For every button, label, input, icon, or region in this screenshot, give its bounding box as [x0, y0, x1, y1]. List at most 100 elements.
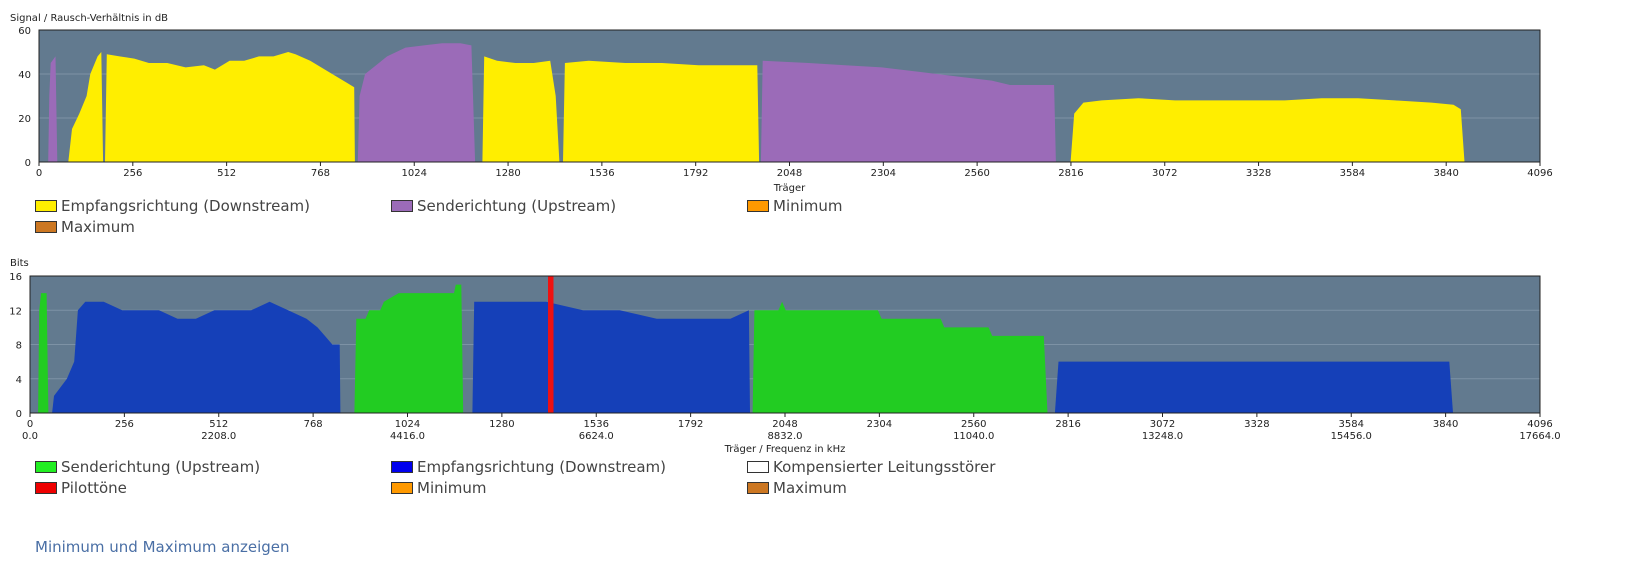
- series-0-area-0: [48, 56, 58, 162]
- bits-legend-downstream[interactable]: Empfangsrichtung (Downstream): [391, 457, 666, 477]
- series-2-area-0: [548, 276, 554, 413]
- legend-swatch-icon: [747, 200, 769, 212]
- x-tick-khz-label: 2208.0: [201, 431, 236, 442]
- legend-swatch-icon: [35, 221, 57, 233]
- snr-legend-downstream[interactable]: Empfangsrichtung (Downstream): [35, 196, 310, 216]
- x-tick-label: 1536: [589, 168, 614, 179]
- x-tick-khz-label: 15456.0: [1331, 431, 1372, 442]
- bits-legend-pilot[interactable]: Pilottöne: [35, 478, 127, 498]
- x-tick-label: 512: [217, 168, 236, 179]
- x-tick-label: 2304: [871, 168, 896, 179]
- y-tick-label: 0: [16, 409, 22, 420]
- series-0-area-1: [354, 284, 464, 413]
- legend-label: Minimum: [773, 197, 843, 215]
- y-tick-label: 16: [9, 272, 22, 283]
- bits-chart-svg: 0 256 512 768 1024 1280 1536 1792 2048 2304 2560 28…: [9, 258, 1560, 455]
- x-tick-khz-label: 0.0: [22, 431, 38, 442]
- bits-legend-upstream[interactable]: Senderichtung (Upstream): [35, 457, 260, 477]
- legend-label: Minimum: [417, 479, 487, 497]
- bits-legend-minimum[interactable]: Minimum: [391, 478, 487, 498]
- series-1-area-2: [1054, 361, 1453, 413]
- y-tick-label: 20: [18, 114, 31, 125]
- legend-label: Senderichtung (Upstream): [61, 458, 261, 476]
- x-tick-label: 1792: [683, 168, 708, 179]
- legend-swatch-icon: [35, 200, 57, 212]
- y-tick-label: 40: [18, 70, 31, 81]
- legend-label: Maximum: [773, 479, 847, 497]
- series-1-area-0: [68, 52, 104, 162]
- x-tick-label: 256: [123, 168, 142, 179]
- x-tick-label: 768: [311, 168, 330, 179]
- legend-swatch-icon: [747, 461, 769, 473]
- x-tick-khz-label: 6624.0: [579, 431, 614, 442]
- y-axis-label: Signal / Rausch-Verhältnis in dB: [10, 13, 168, 24]
- legend-label: Maximum: [61, 218, 135, 236]
- series-1-area-0: [52, 301, 341, 413]
- x-tick-label: 3840: [1433, 419, 1458, 430]
- series-1-area-2: [482, 56, 560, 162]
- series-1-area-3: [563, 60, 760, 162]
- series-1-area-4: [1070, 98, 1465, 162]
- legend-label: Empfangsrichtung (Downstream): [417, 458, 666, 476]
- x-tick-label: 256: [115, 419, 134, 430]
- x-tick-label: 3072: [1152, 168, 1177, 179]
- x-axis-label: Träger: [773, 183, 806, 194]
- x-tick-khz-label: 4416.0: [390, 431, 425, 442]
- legend-swatch-icon: [747, 482, 769, 494]
- x-tick-label: 3328: [1244, 419, 1269, 430]
- series-0-area-0: [38, 293, 49, 413]
- y-tick-label: 60: [18, 26, 31, 37]
- bits-chart: 0 256 512 768 1024 1280 1536 1792 2048 2304 2560 28…: [0, 250, 1636, 460]
- x-tick-label: 3584: [1340, 168, 1365, 179]
- legend-swatch-icon: [391, 200, 413, 212]
- legend-label: Empfangsrichtung (Downstream): [61, 197, 310, 215]
- x-tick-label: 1024: [402, 168, 427, 179]
- bits-legend-maximum[interactable]: Maximum: [747, 478, 847, 498]
- x-tick-label: 1024: [395, 419, 420, 430]
- legend-swatch-icon: [35, 461, 57, 473]
- show-min-max-link[interactable]: Minimum und Maximum anzeigen: [35, 538, 290, 556]
- x-tick-label: 3328: [1246, 168, 1271, 179]
- y-tick-label: 8: [16, 341, 22, 352]
- x-tick-label: 2560: [964, 168, 989, 179]
- series-1-area-1: [105, 52, 355, 162]
- legend-label: Pilottöne: [61, 479, 127, 497]
- x-tick-label: 0: [36, 168, 42, 179]
- x-tick-label: 2304: [867, 419, 892, 430]
- x-tick-label: 2816: [1058, 168, 1083, 179]
- x-tick-label: 2816: [1055, 419, 1080, 430]
- x-tick-khz-label: 11040.0: [953, 431, 994, 442]
- x-tick-label: 3840: [1433, 168, 1458, 179]
- legend-swatch-icon: [391, 461, 413, 473]
- series-0-area-1: [357, 43, 476, 163]
- legend-swatch-icon: [35, 482, 57, 494]
- x-tick-label: 3072: [1150, 419, 1175, 430]
- legend-label: Senderichtung (Upstream): [417, 197, 617, 215]
- x-tick-label: 2560: [961, 419, 986, 430]
- y-axis-label: Bits: [10, 258, 29, 269]
- legend-label: Kompensierter Leitungsstörer: [773, 458, 996, 476]
- legend-swatch-icon: [391, 482, 413, 494]
- bits-legend-compensated[interactable]: Kompensierter Leitungsstörer: [747, 457, 995, 477]
- x-tick-khz-label: 8832.0: [768, 431, 803, 442]
- x-tick-label: 2048: [772, 419, 797, 430]
- y-tick-label: 0: [25, 158, 31, 169]
- x-tick-label: 1280: [495, 168, 520, 179]
- x-tick-label: 4096: [1527, 419, 1552, 430]
- snr-legend-upstream[interactable]: Senderichtung (Upstream): [391, 196, 616, 216]
- x-tick-label: 1536: [584, 419, 609, 430]
- snr-chart-svg: 0 256 512 768 1024 1280 1536 1792 2048 2304 2560 28…: [10, 13, 1553, 194]
- series-0-area-2: [760, 60, 1056, 162]
- snr-legend-maximum[interactable]: Maximum: [35, 217, 135, 237]
- snr-legend-minimum[interactable]: Minimum: [747, 196, 843, 216]
- series-1-area-1: [472, 301, 750, 413]
- y-tick-label: 12: [9, 306, 22, 317]
- x-tick-label: 1792: [678, 419, 703, 430]
- y-tick-label: 4: [16, 375, 22, 386]
- x-axis-label: Träger / Frequenz in kHz: [724, 444, 846, 455]
- x-tick-label: 1280: [489, 419, 514, 430]
- snr-legend: Empfangsrichtung (Downstream) Sendericht…: [35, 196, 1235, 240]
- series-0-area-2: [752, 301, 1048, 413]
- snr-chart: 0 256 512 768 1024 1280 1536 1792 2048 2304 2560 28…: [0, 0, 1636, 200]
- x-tick-label: 768: [304, 419, 323, 430]
